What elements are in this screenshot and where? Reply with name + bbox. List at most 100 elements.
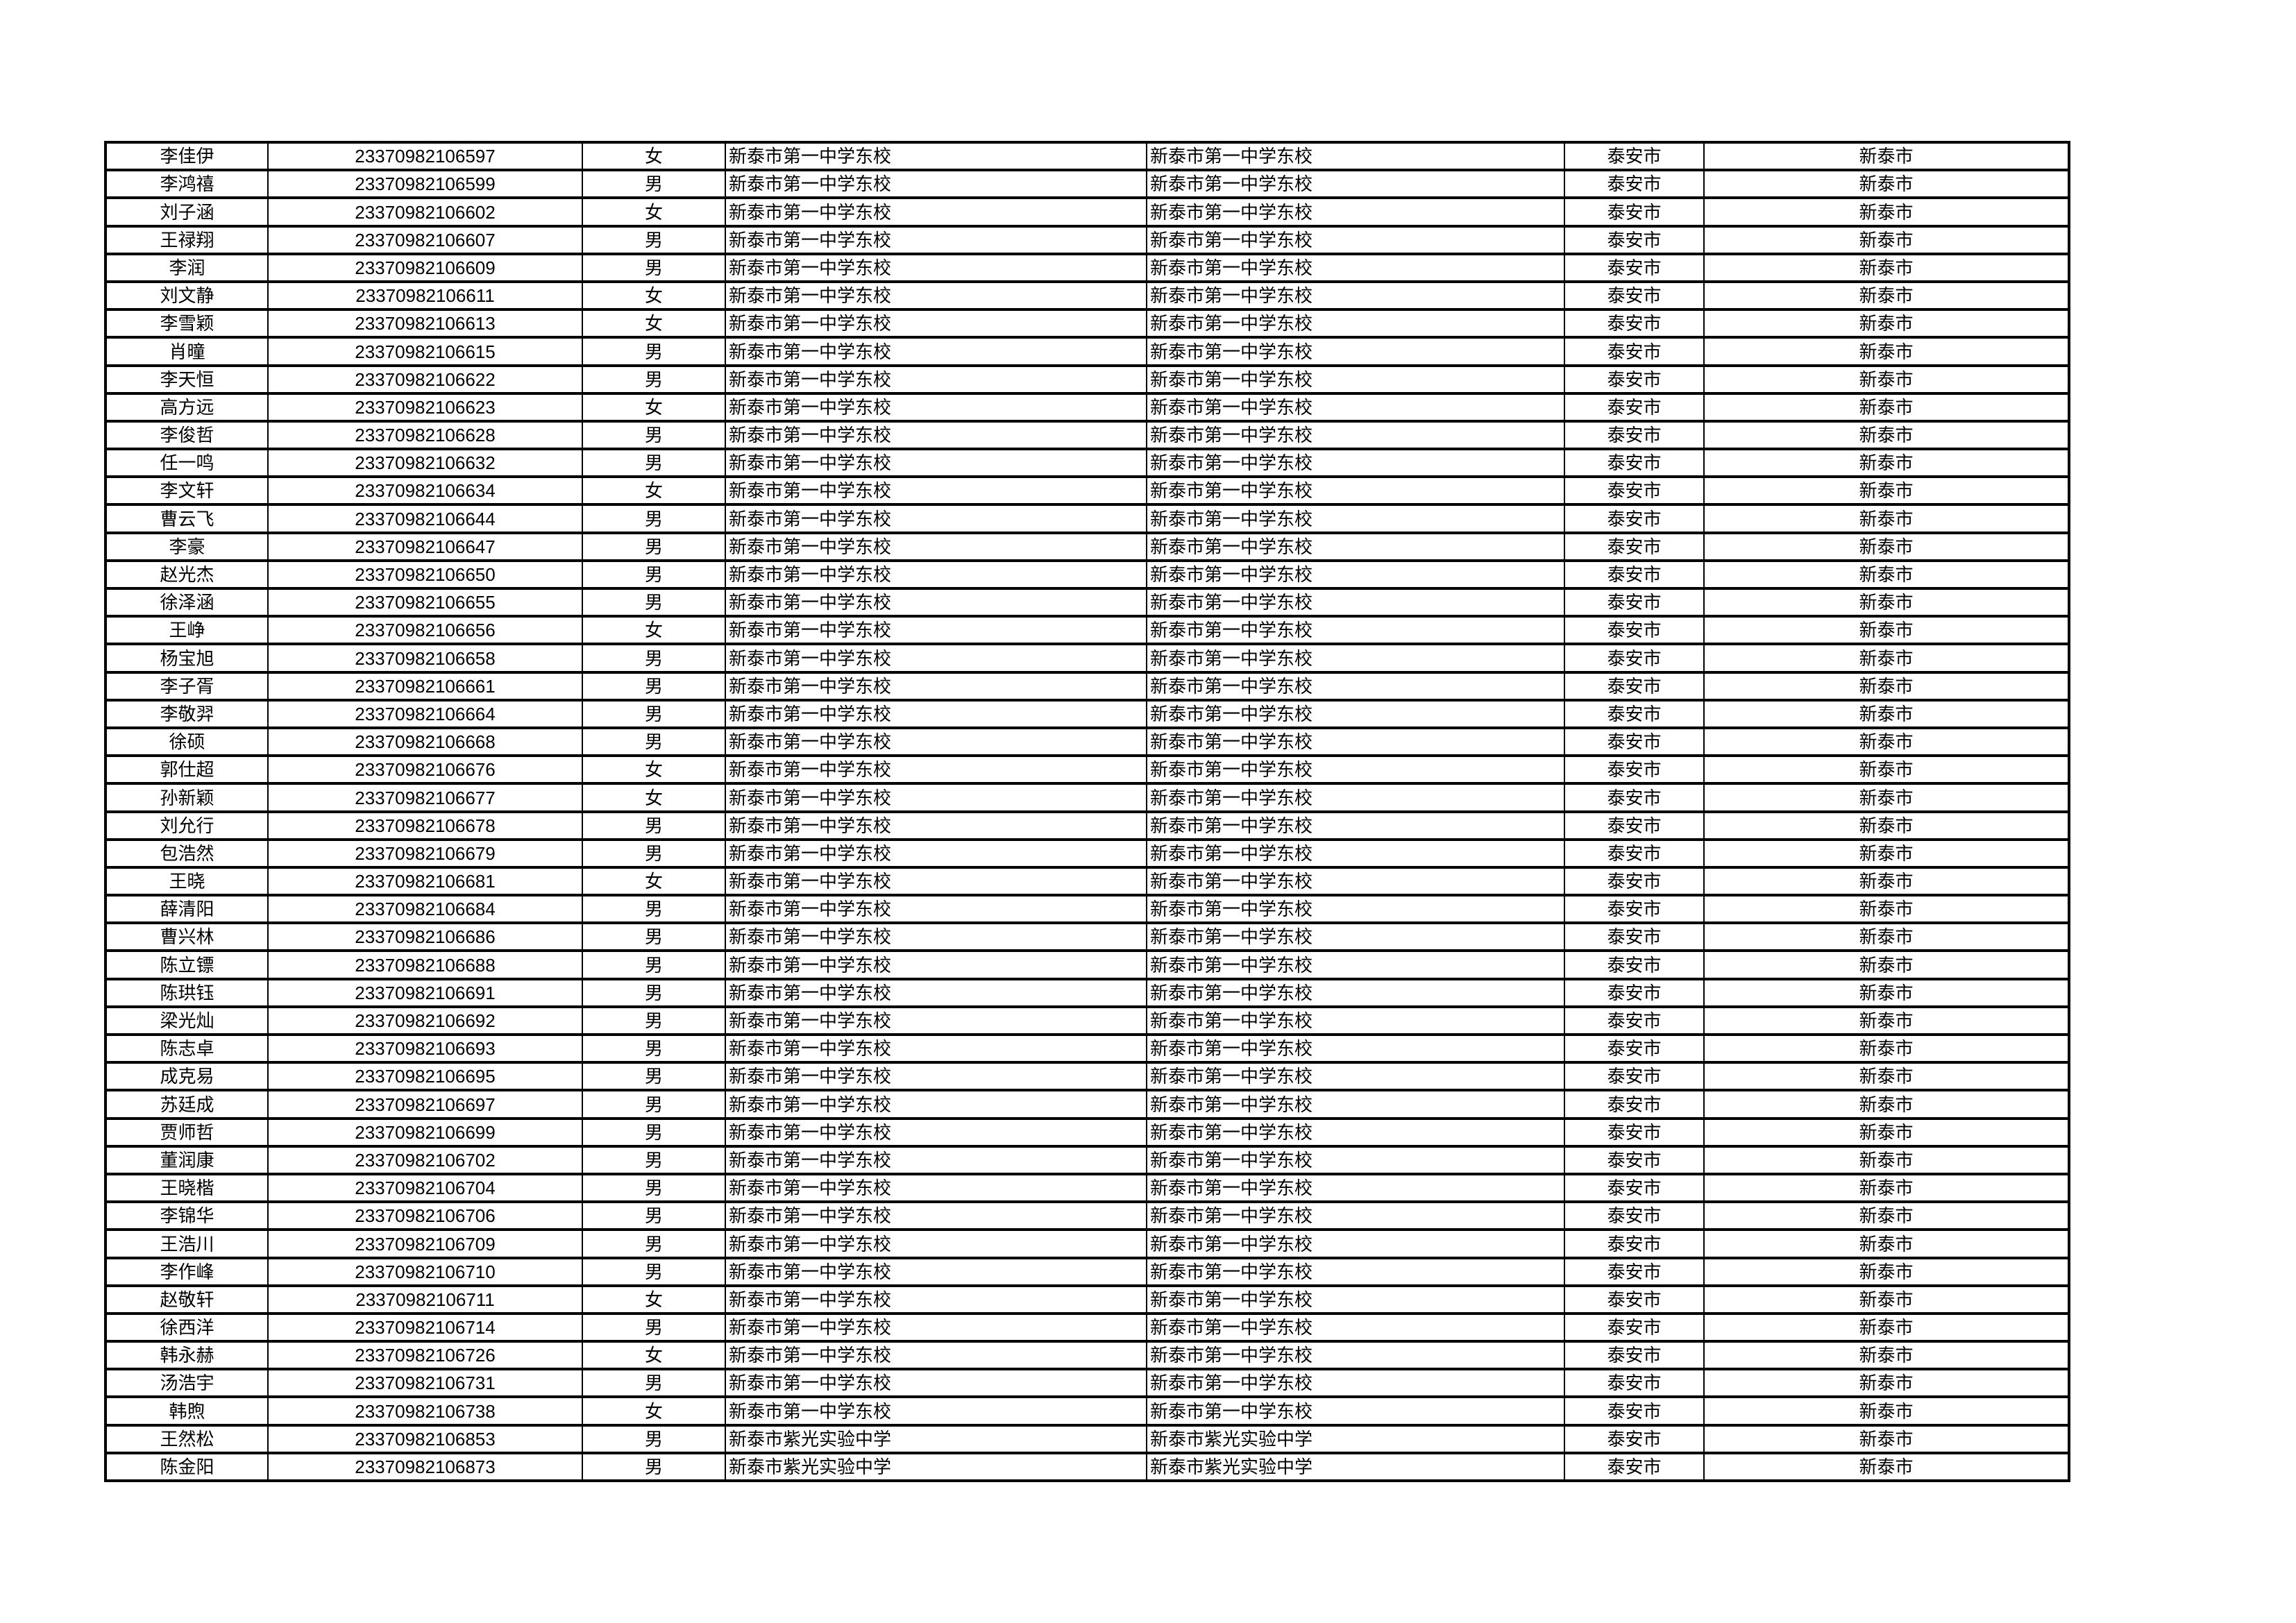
student-name-cell: 李佳伊 — [105, 142, 269, 172]
school-cell: 新泰市第一中学东校 — [725, 226, 1147, 255]
gender-cell: 男 — [582, 1118, 726, 1148]
student-name-cell: 韩永赫 — [105, 1341, 269, 1371]
school-cell: 新泰市第一中学东校 — [725, 532, 1147, 562]
table-row: 梁光灿 23370982106692 男新泰市第一中学东校 新泰市第一中学东校 泰安市新… — [105, 1006, 2070, 1037]
exam-id-cell: 23370982106710 — [267, 1257, 583, 1287]
school-secondary-cell: 新泰市第一中学东校 — [1146, 420, 1565, 451]
city-cell: 泰安市 — [1564, 1090, 1705, 1120]
school-cell: 新泰市第一中学东校 — [725, 337, 1147, 367]
student-name-cell: 李豪 — [105, 532, 269, 562]
school-secondary-cell: 新泰市第一中学东校 — [1146, 895, 1565, 925]
exam-id-cell: 23370982106611 — [267, 281, 583, 312]
school-cell: 新泰市第一中学东校 — [725, 867, 1147, 897]
exam-id-cell: 23370982106738 — [267, 1397, 583, 1427]
city-cell: 泰安市 — [1564, 1341, 1705, 1371]
table-row: 李豪 23370982106647 男新泰市第一中学东校 新泰市第一中学东校 泰安市 新泰… — [105, 532, 2070, 562]
gender-cell: 男 — [582, 672, 726, 702]
table-row: 成克易 23370982106695 男新泰市第一中学东校 新泰市第一中学东校 泰安市新… — [105, 1062, 2070, 1092]
student-name-cell: 刘子涵 — [105, 198, 269, 228]
student-name-cell: 李敬羿 — [105, 699, 269, 729]
county-cell: 新泰市 — [1703, 951, 2070, 980]
city-cell: 泰安市 — [1564, 1146, 1705, 1175]
student-name-cell: 孙新颖 — [105, 783, 269, 813]
city-cell: 泰安市 — [1564, 588, 1705, 618]
student-name-cell: 任一鸣 — [105, 449, 269, 479]
gender-cell: 女 — [582, 281, 726, 312]
table-row: 韩煦 23370982106738 女新泰市第一中学东校 新泰市第一中学东校 泰安市 新泰… — [105, 1397, 2070, 1427]
exam-id-cell: 23370982106709 — [267, 1230, 583, 1259]
gender-cell: 男 — [582, 170, 726, 200]
gender-cell: 男 — [582, 951, 726, 980]
county-cell: 新泰市 — [1703, 281, 2070, 312]
table-row: 徐泽涵 23370982106655 男新泰市第一中学东校 新泰市第一中学东校 泰安市新… — [105, 588, 2070, 618]
table-row: 李天恒 23370982106622 男新泰市第一中学东校 新泰市第一中学东校 泰安市新… — [105, 365, 2070, 395]
school-secondary-cell: 新泰市第一中学东校 — [1146, 532, 1565, 562]
gender-cell: 男 — [582, 727, 726, 758]
school-secondary-cell: 新泰市第一中学东校 — [1146, 337, 1565, 367]
city-cell: 泰安市 — [1564, 839, 1705, 869]
school-secondary-cell: 新泰市紫光实验中学 — [1146, 1452, 1565, 1483]
gender-cell: 男 — [582, 532, 726, 562]
student-name-cell: 赵敬轩 — [105, 1285, 269, 1315]
student-name-cell: 包浩然 — [105, 839, 269, 869]
table-row: 任一鸣 23370982106632 男新泰市第一中学东校 新泰市第一中学东校 泰安市新… — [105, 449, 2070, 479]
gender-cell: 男 — [582, 504, 726, 534]
school-cell: 新泰市第一中学东校 — [725, 1313, 1147, 1343]
county-cell: 新泰市 — [1703, 1397, 2070, 1427]
gender-cell: 女 — [582, 1285, 726, 1315]
city-cell: 泰安市 — [1564, 699, 1705, 729]
school-cell: 新泰市第一中学东校 — [725, 1090, 1147, 1120]
exam-id-cell: 23370982106668 — [267, 727, 583, 758]
school-cell: 新泰市第一中学东校 — [725, 839, 1147, 869]
student-name-cell: 董润康 — [105, 1146, 269, 1175]
student-name-cell: 李作峰 — [105, 1257, 269, 1287]
student-name-cell: 李子胥 — [105, 672, 269, 702]
gender-cell: 女 — [582, 867, 726, 897]
student-name-cell: 高方远 — [105, 393, 269, 423]
county-cell: 新泰市 — [1703, 1369, 2070, 1399]
table-row: 李文轩 23370982106634 女新泰市第一中学东校 新泰市第一中学东校 泰安市新… — [105, 477, 2070, 507]
school-secondary-cell: 新泰市第一中学东校 — [1146, 1173, 1565, 1204]
school-cell: 新泰市第一中学东校 — [725, 978, 1147, 1008]
gender-cell: 女 — [582, 616, 726, 646]
gender-cell: 男 — [582, 1146, 726, 1175]
gender-cell: 男 — [582, 1202, 726, 1232]
student-name-cell: 薛清阳 — [105, 895, 269, 925]
table-row: 曹兴林 23370982106686 男新泰市第一中学东校 新泰市第一中学东校 泰安市新… — [105, 923, 2070, 953]
school-cell: 新泰市第一中学东校 — [725, 1257, 1147, 1287]
exam-id-cell: 23370982106632 — [267, 449, 583, 479]
city-cell: 泰安市 — [1564, 1062, 1705, 1092]
table-row: 徐西洋 23370982106714 男新泰市第一中学东校 新泰市第一中学东校 泰安市新… — [105, 1313, 2070, 1343]
student-name-cell: 李雪颖 — [105, 309, 269, 339]
gender-cell: 男 — [582, 588, 726, 618]
gender-cell: 男 — [582, 811, 726, 841]
exam-id-cell: 23370982106647 — [267, 532, 583, 562]
county-cell: 新泰市 — [1703, 867, 2070, 897]
exam-id-cell: 23370982106597 — [267, 142, 583, 172]
county-cell: 新泰市 — [1703, 393, 2070, 423]
school-cell: 新泰市第一中学东校 — [725, 727, 1147, 758]
school-secondary-cell: 新泰市第一中学东校 — [1146, 923, 1565, 953]
school-secondary-cell: 新泰市第一中学东校 — [1146, 1006, 1565, 1037]
exam-id-cell: 23370982106658 — [267, 644, 583, 674]
table-row: 陈珙钰 23370982106691 男新泰市第一中学东校 新泰市第一中学东校 泰安市新… — [105, 978, 2070, 1008]
city-cell: 泰安市 — [1564, 532, 1705, 562]
city-cell: 泰安市 — [1564, 1313, 1705, 1343]
school-cell: 新泰市第一中学东校 — [725, 588, 1147, 618]
city-cell: 泰安市 — [1564, 1369, 1705, 1399]
table-row: 李润 23370982106609 男新泰市第一中学东校 新泰市第一中学东校 泰安市 新泰… — [105, 253, 2070, 283]
exam-id-cell: 23370982106622 — [267, 365, 583, 395]
school-cell: 新泰市第一中学东校 — [725, 1397, 1147, 1427]
gender-cell: 男 — [582, 1452, 726, 1483]
city-cell: 泰安市 — [1564, 337, 1705, 367]
school-secondary-cell: 新泰市第一中学东校 — [1146, 867, 1565, 897]
county-cell: 新泰市 — [1703, 672, 2070, 702]
table-row: 陈金阳 23370982106873 男新泰市紫光实验中学 新泰市紫光实验中学 泰安市新… — [105, 1452, 2070, 1483]
student-name-cell: 李润 — [105, 253, 269, 283]
student-name-cell: 陈立镖 — [105, 951, 269, 980]
student-name-cell: 王晓楷 — [105, 1173, 269, 1204]
school-secondary-cell: 新泰市第一中学东校 — [1146, 504, 1565, 534]
table-row: 高方远 23370982106623 女新泰市第一中学东校 新泰市第一中学东校 泰安市新… — [105, 393, 2070, 423]
gender-cell: 男 — [582, 337, 726, 367]
table-row: 李俊哲 23370982106628 男新泰市第一中学东校 新泰市第一中学东校 泰安市新… — [105, 420, 2070, 451]
